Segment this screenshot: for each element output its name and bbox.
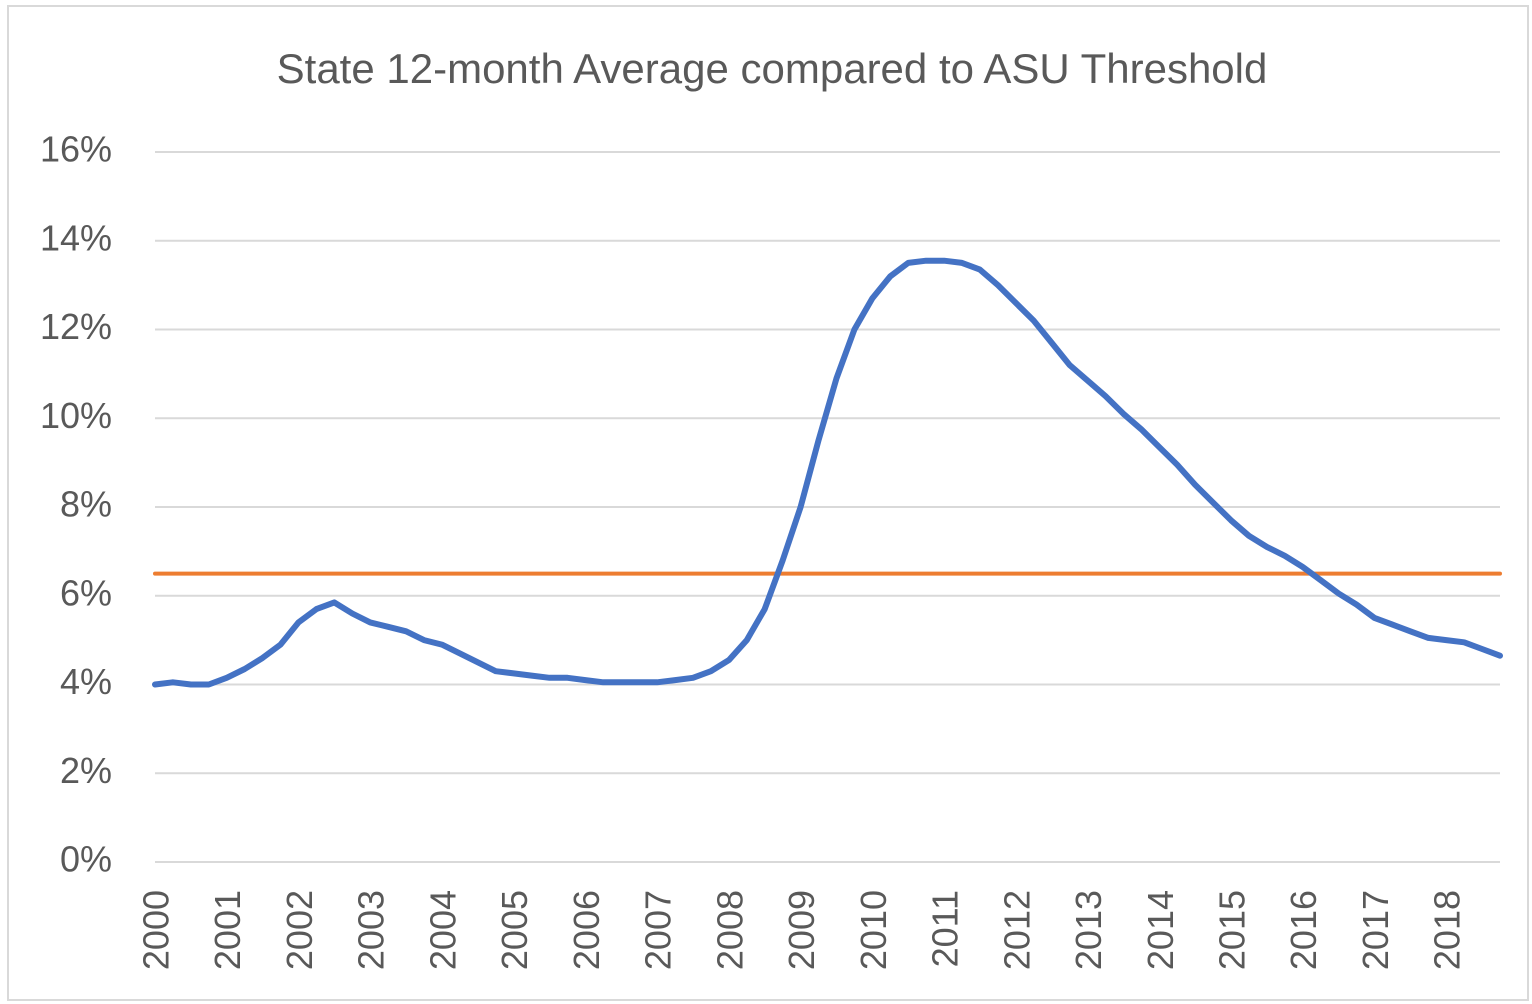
x-tick-label: 2010 [853,890,894,970]
x-tick-label: 2007 [638,890,679,970]
y-tick-label: 12% [40,306,112,347]
x-tick-label: 2015 [1212,890,1253,970]
chart-title: State 12-month Average compared to ASU T… [277,45,1268,92]
y-tick-label: 10% [40,395,112,436]
x-tick-label: 2011 [925,890,966,967]
x-tick-label: 2014 [1140,890,1181,970]
x-tick-label: 2002 [279,890,320,970]
x-tick-label: 2001 [207,890,248,970]
x-tick-label: 2013 [1068,890,1109,970]
y-tick-label: 16% [40,129,112,170]
y-tick-label: 2% [60,750,112,791]
y-tick-label: 4% [60,661,112,702]
x-tick-label: 2003 [351,890,392,970]
x-tick-label: 2008 [709,890,750,970]
x-tick-label: 2017 [1355,890,1396,970]
x-tick-label: 2004 [422,890,463,970]
x-tick-label: 2006 [566,890,607,970]
chart-border [7,5,1529,1001]
x-tick-label: 2005 [494,890,535,970]
series-line [152,257,1503,688]
y-tick-label: 6% [60,572,112,613]
y-tick-label: 8% [60,484,112,525]
x-tick-label: 2000 [136,890,177,970]
x-tick-label: 2016 [1283,890,1324,970]
x-tick-label: 2012 [996,890,1037,970]
y-tick-label: 14% [40,217,112,258]
y-tick-label: 0% [60,839,112,880]
x-tick-label: 2018 [1427,890,1468,970]
x-tick-label: 2009 [781,890,822,970]
